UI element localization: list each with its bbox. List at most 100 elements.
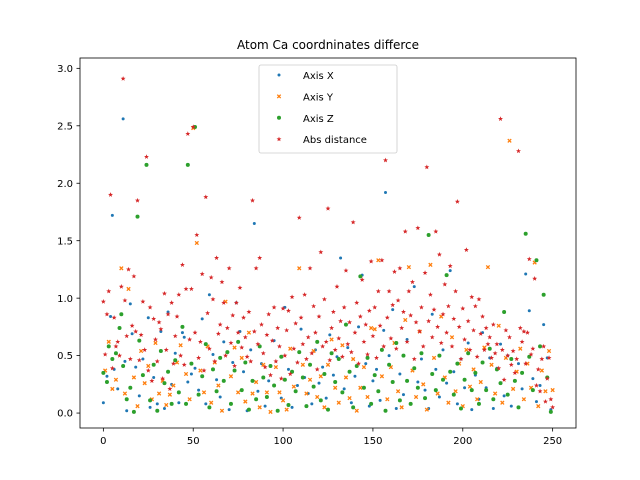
data-point xyxy=(332,347,338,352)
data-point xyxy=(485,341,491,347)
data-point xyxy=(167,386,173,392)
data-point xyxy=(521,397,527,402)
data-point xyxy=(221,300,227,305)
data-point xyxy=(491,406,495,410)
data-point xyxy=(352,330,358,335)
data-point xyxy=(148,398,153,403)
data-point xyxy=(483,325,489,331)
data-point xyxy=(546,355,552,361)
data-point xyxy=(365,351,371,357)
data-point xyxy=(449,335,455,340)
data-point xyxy=(333,380,338,385)
data-point xyxy=(173,358,178,363)
data-point xyxy=(327,357,333,363)
data-point xyxy=(250,378,255,383)
data-point xyxy=(237,285,243,290)
data-point xyxy=(311,348,316,354)
data-point xyxy=(207,405,212,410)
data-point xyxy=(542,398,548,404)
data-point xyxy=(361,339,367,344)
data-point xyxy=(338,318,344,324)
data-point xyxy=(288,346,293,351)
data-point xyxy=(398,372,402,376)
data-point xyxy=(144,162,149,167)
data-point xyxy=(242,334,248,340)
data-point xyxy=(405,378,410,383)
data-point xyxy=(189,361,194,366)
data-point xyxy=(449,343,455,349)
data-point xyxy=(384,315,390,320)
data-point xyxy=(412,366,417,371)
data-point xyxy=(152,375,156,379)
data-point xyxy=(135,404,140,409)
data-point xyxy=(546,348,552,354)
data-point xyxy=(261,362,266,367)
data-point xyxy=(404,339,410,344)
data-point xyxy=(182,335,186,339)
data-point xyxy=(415,385,420,390)
data-point xyxy=(311,384,316,389)
data-point xyxy=(318,374,323,379)
data-point xyxy=(273,364,279,370)
data-point xyxy=(351,405,356,410)
data-point xyxy=(467,384,473,389)
data-point xyxy=(236,339,241,344)
data-point xyxy=(408,312,414,318)
data-point xyxy=(217,321,223,327)
data-point xyxy=(232,363,238,369)
data-point xyxy=(218,395,222,399)
data-point xyxy=(122,391,128,396)
data-point xyxy=(463,386,467,390)
data-point xyxy=(353,374,357,378)
data-point xyxy=(527,309,531,313)
data-point xyxy=(223,353,229,358)
data-point xyxy=(401,353,406,358)
data-point xyxy=(388,335,394,341)
data-point xyxy=(375,367,379,371)
legend: Axis X Axis Y Axis Z Abs distance xyxy=(258,64,398,154)
data-point xyxy=(372,327,377,332)
data-point xyxy=(317,381,321,385)
legend-label: Axis Z xyxy=(303,114,334,125)
data-point xyxy=(402,228,408,234)
data-point xyxy=(263,404,267,408)
data-point xyxy=(225,350,230,355)
chart-title: Atom Ca coordninates differce xyxy=(237,38,419,52)
data-point xyxy=(176,292,182,297)
data-point xyxy=(164,402,169,408)
data-point xyxy=(120,76,126,81)
data-point xyxy=(111,315,117,320)
data-point xyxy=(342,387,346,391)
data-point xyxy=(339,256,343,260)
data-point xyxy=(149,378,155,383)
data-point xyxy=(153,340,158,346)
data-point xyxy=(379,347,384,352)
data-point xyxy=(424,407,430,412)
data-point xyxy=(174,313,180,319)
data-point xyxy=(216,383,221,388)
data-point xyxy=(264,332,270,338)
data-point xyxy=(543,389,548,394)
data-point xyxy=(181,362,187,367)
data-point xyxy=(277,343,282,349)
data-point xyxy=(231,361,235,365)
data-point xyxy=(227,408,231,412)
data-point xyxy=(417,328,423,334)
y-tick-label: 2.0 xyxy=(57,179,73,190)
data-point xyxy=(155,408,160,413)
data-point xyxy=(430,371,435,376)
data-point xyxy=(128,385,133,390)
data-point xyxy=(489,355,495,361)
data-point xyxy=(387,362,392,367)
data-point xyxy=(420,343,426,349)
data-point xyxy=(505,392,510,397)
data-point xyxy=(148,405,152,409)
data-point xyxy=(365,394,370,400)
data-point xyxy=(161,290,167,296)
data-point xyxy=(106,344,111,349)
data-point xyxy=(538,344,543,349)
data-point xyxy=(501,377,507,382)
data-point xyxy=(127,356,133,362)
data-point xyxy=(296,215,302,220)
data-point xyxy=(142,381,147,386)
